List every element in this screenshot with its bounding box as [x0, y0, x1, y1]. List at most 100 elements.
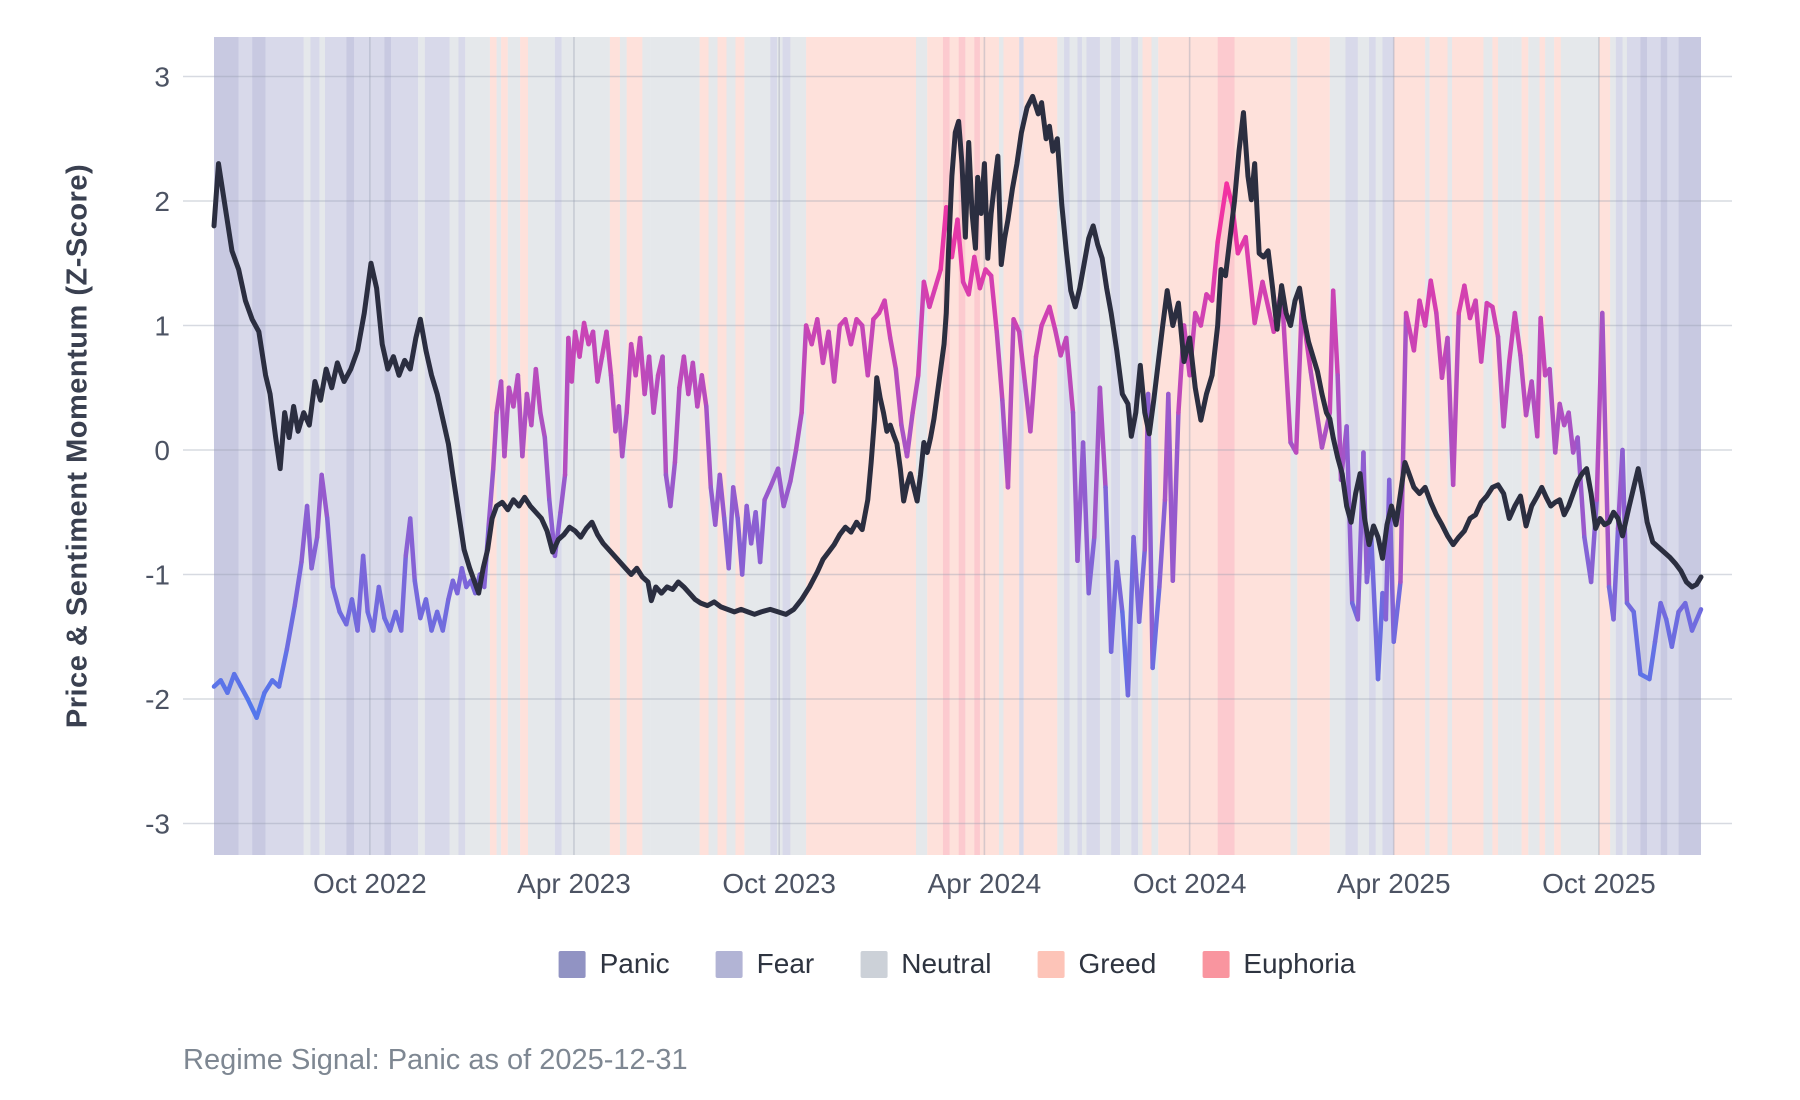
- regime-band-neutral: [1138, 37, 1143, 855]
- sentiment-segment: [977, 267, 988, 291]
- sentiment-segment: [1552, 401, 1562, 455]
- y-tick-label: -1: [145, 560, 170, 591]
- regime-band-neutral: [642, 37, 651, 855]
- regime-band-fear: [1626, 37, 1641, 855]
- legend-label: Euphoria: [1243, 948, 1356, 979]
- regime-band-greed: [1452, 37, 1484, 855]
- sentiment-segment: [1462, 283, 1473, 321]
- sentiment-segment: [972, 254, 983, 291]
- regime-band-neutral: [496, 37, 502, 855]
- legend-label: Panic: [599, 948, 670, 979]
- sentiment-segment: [1308, 369, 1325, 450]
- sentiment-segment: [238, 684, 250, 702]
- regime-band-fear: [1064, 37, 1070, 855]
- regime-band-fear: [1615, 37, 1623, 855]
- sentiment-segment: [775, 466, 786, 509]
- sentiment-segment: [1086, 534, 1097, 596]
- legend-item-neutral[interactable]: Neutral: [860, 948, 991, 980]
- legend-item-euphoria[interactable]: Euphoria: [1202, 948, 1355, 980]
- sentiment-segment: [562, 335, 571, 478]
- sentiment-segment: [882, 298, 893, 341]
- regime-band-greed: [965, 37, 975, 855]
- sentiment-segment: [994, 329, 1005, 403]
- sentiment-segment: [730, 485, 740, 521]
- momentum-line: [211, 93, 1704, 617]
- sentiment-segment: [910, 373, 921, 415]
- sentiment-segment: [304, 503, 314, 571]
- regime-band-fear: [265, 37, 304, 855]
- sentiment-segment: [1198, 292, 1209, 328]
- regime-band-fear: [1111, 37, 1121, 855]
- legend-swatch-panic: [558, 950, 586, 978]
- regime-band-greed: [927, 37, 943, 855]
- sentiment-segment: [1611, 526, 1621, 622]
- sentiment-segment: [1450, 310, 1462, 488]
- y-tick-label: 2: [154, 186, 170, 217]
- sentiment-segment: [1103, 485, 1114, 654]
- sentiment-segment: [699, 373, 709, 409]
- regime-band-panic: [1660, 37, 1668, 855]
- regime-band-euphoria: [958, 37, 966, 855]
- sentiment-segment: [799, 323, 809, 415]
- sentiment-segment: [309, 534, 320, 571]
- sentiment-segment: [1170, 410, 1181, 583]
- regime-band-fear: [391, 37, 419, 855]
- legend-swatch-neutral: [860, 950, 888, 978]
- sentiment-segment: [651, 373, 661, 415]
- regime-band-fear: [1369, 37, 1376, 855]
- sentiment-segment: [1658, 600, 1669, 622]
- sentiment-segment: [1398, 310, 1409, 585]
- legend-item-fear[interactable]: Fear: [715, 948, 815, 980]
- sentiment-segment: [1689, 607, 1704, 633]
- legend-item-greed[interactable]: Greed: [1037, 948, 1156, 980]
- sentiment-segment: [1011, 317, 1022, 334]
- legend-label: Fear: [756, 948, 815, 979]
- legend-item-panic[interactable]: Panic: [558, 948, 670, 980]
- regime-band-fear: [782, 37, 791, 855]
- sentiment-segment: [988, 273, 999, 334]
- sentiment-segment: [1033, 323, 1044, 359]
- y-tick-label: 0: [154, 435, 170, 466]
- sentiment-segment: [831, 323, 843, 384]
- sentiment-segment: [1600, 310, 1612, 590]
- sentiment-segment: [619, 410, 629, 459]
- x-tick-label: Oct 2023: [722, 868, 836, 899]
- regime-signal-caption: Regime Signal: Panic as of 2025-12-31: [183, 1044, 688, 1076]
- regime-band-panic: [1678, 37, 1701, 855]
- regime-band-fear: [1019, 37, 1024, 855]
- sentiment-segment: [1501, 359, 1512, 429]
- sentiment-segment: [1114, 559, 1125, 615]
- legend: Panic Fear Neutral Greed Euphoria: [558, 948, 1355, 980]
- regime-band-panic: [384, 37, 392, 855]
- y-tick-label: -3: [145, 809, 170, 840]
- sentiment-segment: [423, 597, 434, 633]
- sentiment-segment: [595, 354, 605, 384]
- sentiment-segment: [1108, 559, 1119, 654]
- sentiment-segment: [1016, 329, 1028, 384]
- regime-band-neutral: [418, 37, 425, 855]
- sentiment-segment: [292, 559, 304, 608]
- sentiment-segment: [360, 553, 370, 615]
- sentiment-segment: [1293, 304, 1305, 455]
- regime-band-euphoria: [974, 37, 980, 855]
- sentiment-segment: [1125, 534, 1136, 698]
- sentiment-segment: [1391, 579, 1403, 644]
- regime-band-neutral: [726, 37, 736, 855]
- sentiment-segment: [1080, 440, 1091, 596]
- regime-band-neutral: [449, 37, 459, 855]
- sentiment-segment: [1428, 278, 1439, 316]
- sentiment-segment: [276, 646, 290, 689]
- sentiment-segment: [486, 466, 496, 527]
- sentiment-segment: [893, 366, 904, 428]
- sentiment-segment: [955, 217, 966, 285]
- sentiment-segment: [916, 279, 927, 378]
- sentiment-segment: [932, 267, 943, 291]
- sentiment-segment: [1092, 385, 1103, 540]
- sentiment-segment: [542, 435, 552, 503]
- regime-band-greed: [1023, 37, 1058, 855]
- regime-band-neutral: [1512, 37, 1522, 855]
- legend-label: Greed: [1078, 948, 1157, 979]
- sentiment-segment: [604, 329, 614, 378]
- regime-band-greed: [1521, 37, 1529, 855]
